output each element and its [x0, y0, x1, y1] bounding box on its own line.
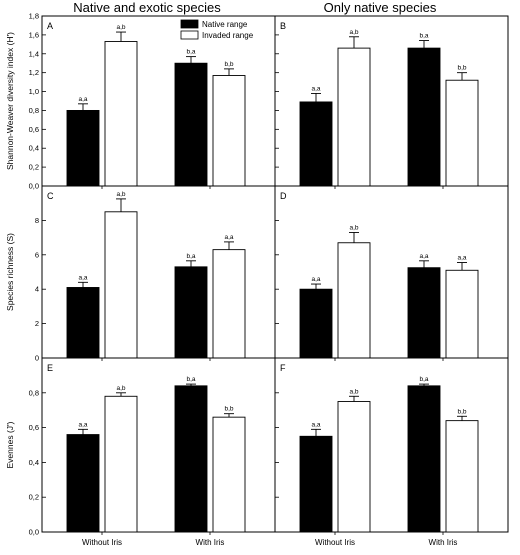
y-tick-label: 1,0 [29, 87, 39, 96]
bar-annotation: b,b [224, 61, 233, 68]
panel-label: C [47, 191, 54, 201]
panel-e: E 0,0 0,2 0,4 0,6 0,8 Evennes (J') Without Iris… [5, 357, 276, 547]
column-title-right: Only native species [324, 0, 437, 15]
panel-label: F [280, 363, 286, 373]
y-tick-label: 4 [35, 285, 39, 294]
y-tick-label: 2 [35, 319, 39, 328]
y-tick-label: 1,2 [29, 68, 39, 77]
panel-a: A 0,0 0,2 0,4 0,6 0,8 1,0 1,2 1,4 1,6 1,8 Shannon-W… [5, 12, 276, 191]
x-category-label: Without Iris [82, 538, 122, 547]
y-tick-label: 1,6 [29, 30, 39, 39]
y-tick-label: 1,8 [29, 12, 39, 21]
bar-invaded [212, 416, 246, 533]
y-tick-label: 0,8 [29, 388, 39, 397]
bar-annotation: a,a [78, 274, 87, 281]
y-tick-label: 0,2 [29, 493, 39, 502]
y-tick-label: 0,4 [29, 144, 39, 153]
panel-label: D [280, 191, 287, 201]
bar-invaded [337, 401, 371, 533]
y-tick-label: 0,6 [29, 423, 39, 432]
legend-label-native: Native range [202, 20, 248, 29]
panels: A 0,0 0,2 0,4 0,6 0,8 1,0 1,2 1,4 1,6 1,8 Shannon-W… [5, 12, 509, 547]
bar-invaded [445, 420, 479, 533]
bar-native [174, 62, 208, 187]
bar-annotation: a,a [457, 255, 466, 262]
bar-annotation: a,b [116, 191, 125, 198]
y-axis-label: Evennes (J') [5, 421, 15, 468]
bar-native [174, 266, 208, 359]
y-axis-label: Shannon-Weaver diversity index (H') [5, 32, 15, 170]
legend-swatch-invaded [180, 30, 199, 40]
bar-annotation: a,a [78, 96, 87, 103]
bar-annotation: a,b [349, 388, 358, 395]
y-tick-label: 0,2 [29, 163, 39, 172]
bar-annotation: b,b [457, 65, 466, 72]
bar-annotation: b,a [186, 253, 195, 260]
bar-native [66, 287, 100, 359]
bar-invaded [212, 249, 246, 359]
bar-native [66, 109, 100, 187]
bar-annotation: a,a [419, 253, 428, 260]
y-axis-label: Species richness (S) [5, 233, 15, 311]
bar-native [174, 385, 208, 533]
bar-annotation: a,a [224, 234, 233, 241]
bar-invaded [212, 75, 246, 187]
bar-invaded [104, 395, 138, 533]
y-tick-label: 0,4 [29, 458, 39, 467]
bar-annotation: a,a [78, 421, 87, 428]
bar-annotation: b,b [457, 408, 466, 415]
bar-annotation: b,a [186, 376, 195, 383]
y-tick-label: 8 [35, 216, 39, 225]
legend-swatch-native [180, 19, 199, 29]
x-category-label: With Iris [429, 538, 458, 547]
bar-native [299, 435, 333, 533]
y-tick-label: 0 [35, 354, 39, 363]
legend: Native range Invaded range [180, 19, 254, 40]
y-tick-label: 0,0 [29, 528, 39, 537]
y-tick-label: 1,4 [29, 49, 39, 58]
x-category-label: With Iris [196, 538, 225, 547]
legend-label-invaded: Invaded range [202, 31, 254, 40]
bar-invaded [337, 47, 371, 187]
bar-native [66, 434, 100, 533]
bar-annotation: a,a [311, 85, 320, 92]
bar-annotation: b,b [224, 406, 233, 413]
y-tick-label: 0,6 [29, 125, 39, 134]
bar-native [407, 385, 441, 533]
bar-annotation: a,a [311, 421, 320, 428]
y-tick-label: 0,0 [29, 182, 39, 191]
y-tick-label: 6 [35, 250, 39, 259]
bar-invaded [337, 242, 371, 359]
bar-annotation: a,b [349, 29, 358, 36]
bar-annotation: b,a [419, 33, 428, 40]
bar-invaded [445, 269, 479, 359]
bar-native [299, 288, 333, 359]
panel-label: E [47, 363, 53, 373]
bar-annotation: a,b [116, 385, 125, 392]
bar-annotation: a,a [311, 276, 320, 283]
panel-frame [274, 357, 509, 533]
panel-b: Ba,a a,b b,a b,b [274, 15, 509, 189]
x-category-label: Without Iris [315, 538, 355, 547]
bar-native [407, 47, 441, 187]
panel-label: A [47, 21, 53, 31]
bar-native [407, 267, 441, 359]
bar-invaded [104, 41, 138, 187]
panel-c: C 0 2 4 6 8 Species richness (S) a,a a,b b,a a,a [5, 185, 276, 363]
panel-label: B [280, 21, 286, 31]
bar-annotation: a,b [349, 224, 358, 231]
bar-native [299, 101, 333, 187]
panel-d: Da,a a,b a,a a,a [274, 185, 509, 361]
bar-invaded [445, 79, 479, 187]
bar-annotation: a,b [116, 24, 125, 31]
bar-invaded [104, 211, 138, 359]
column-title-left: Native and exotic species [73, 0, 221, 15]
y-tick-label: 0,8 [29, 106, 39, 115]
bar-annotation: b,a [186, 49, 195, 56]
bar-annotation: b,a [419, 376, 428, 383]
panel-f: F Without Iris a,a a,b With Iris b,a b,b [274, 357, 509, 547]
